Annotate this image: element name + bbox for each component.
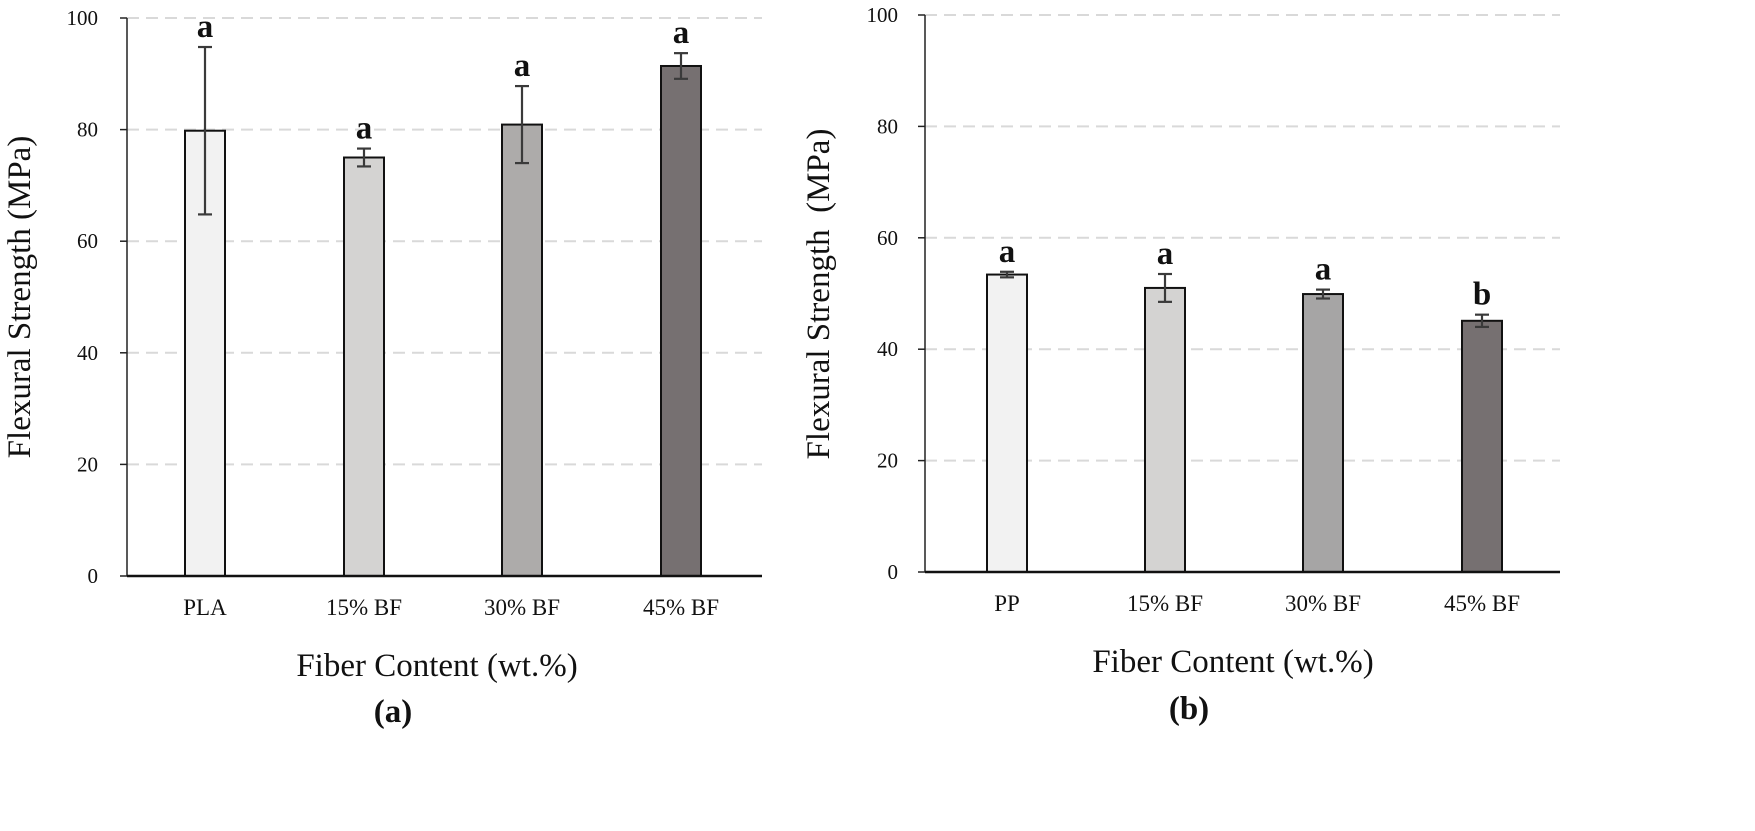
y-axis-title: Flexural Strength (MPa)	[2, 136, 38, 459]
panel-label: (a)	[374, 694, 412, 730]
bar	[660, 64, 702, 577]
y-tick-label: 80	[77, 118, 98, 142]
significance-letter: b	[1473, 277, 1491, 313]
category-label: 30% BF	[484, 595, 560, 620]
y-axis-title: Flexural Strength (MPa)	[801, 129, 837, 460]
y-tick-label: 40	[877, 337, 898, 361]
panel-label: (b)	[1169, 691, 1209, 727]
category-label: 45% BF	[1444, 591, 1520, 616]
bar	[1302, 293, 1344, 573]
y-tick-label: 40	[77, 341, 98, 365]
category-label: PP	[994, 591, 1020, 616]
chart-panel-a: 0 20 40 60 80 100 a PLA a 15% BF a 30% BF a 45% BF Fib…	[2, 6, 762, 730]
x-axis-title: Fiber Content (wt.%)	[1092, 644, 1373, 680]
significance-letter: a	[999, 234, 1016, 270]
y-tick-label: 60	[877, 226, 898, 250]
category-label: PLA	[183, 595, 227, 620]
significance-letter: a	[1157, 236, 1174, 272]
y-tick-label: 60	[77, 229, 98, 253]
y-tick-label: 100	[67, 6, 99, 30]
category-label: 15% BF	[1127, 591, 1203, 616]
x-axis-title: Fiber Content (wt.%)	[296, 648, 577, 684]
bar	[1144, 286, 1186, 573]
y-tick-label: 100	[867, 3, 899, 27]
category-label: 15% BF	[326, 595, 402, 620]
y-tick-label: 80	[877, 114, 898, 138]
y-tick-label: 20	[77, 452, 98, 476]
chart-panel-b: 0 20 40 60 80 100 a PP a 15% BF a 30% BF b 45% BF Fibe…	[801, 3, 1560, 727]
bar	[343, 156, 385, 577]
bar	[1461, 319, 1503, 573]
y-tick-label: 0	[888, 560, 899, 584]
significance-letter: a	[673, 15, 690, 51]
significance-letter: a	[197, 9, 214, 45]
y-tick-label: 20	[877, 449, 898, 473]
significance-letter: a	[514, 48, 531, 84]
category-label: 30% BF	[1285, 591, 1361, 616]
significance-letter: a	[1315, 252, 1332, 288]
bar	[986, 273, 1028, 573]
bar	[501, 123, 543, 577]
y-tick-label: 0	[88, 564, 99, 588]
significance-letter: a	[356, 111, 373, 147]
category-label: 45% BF	[643, 595, 719, 620]
